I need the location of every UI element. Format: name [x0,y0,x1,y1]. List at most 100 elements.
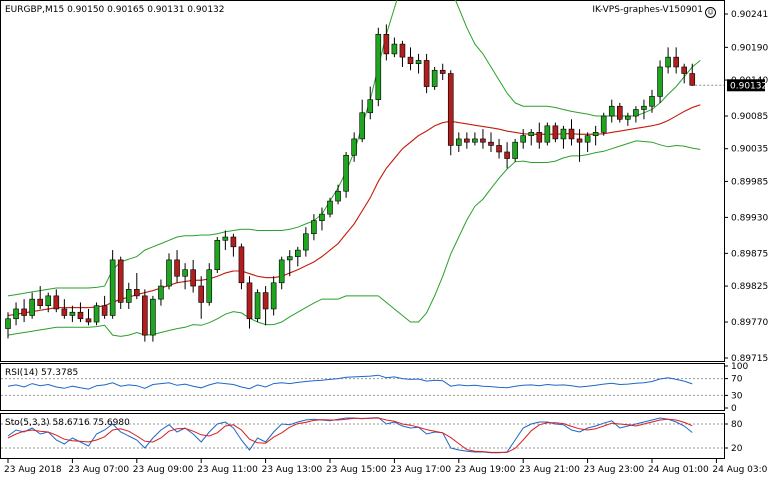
candle [657,60,663,103]
candle [246,276,253,329]
candle-body [61,308,68,316]
candle [431,66,438,90]
chart-header-left: EURGBP,M15 0.90150 0.90165 0.90131 0.901… [5,5,225,15]
candle-body [665,56,671,68]
candle [520,129,527,149]
candle [303,227,309,257]
candle-body [262,292,269,310]
candle [608,99,615,123]
candle [399,40,406,67]
candle [681,63,688,84]
rsi-tick-label: 70 [731,375,743,385]
candle-body [294,249,301,257]
candle [689,63,696,86]
price-tick-label: 0.89930 [731,213,768,223]
sto-panel-frame [0,413,725,459]
candle-body [552,125,559,140]
candle [343,151,349,198]
sto-label: Sto(5,3,3) 58.6716 75.6980 [5,418,130,428]
candle-body [544,125,551,143]
candle-body [383,33,390,55]
candle [464,132,470,149]
candle-body [77,311,84,320]
time-tick-label: 23 Aug 23:00 [584,465,645,475]
candle-body [391,43,398,55]
candle-body [431,69,438,87]
candle-body [21,308,27,316]
candle [230,233,237,257]
candle [182,263,188,290]
candle-body [278,259,285,284]
candle-body [576,138,583,143]
main-panel-frame [0,0,725,362]
symbol-label: EURGBP,M15 [5,5,65,15]
sto-signal-line [7,417,693,453]
candle-body [616,105,623,120]
candle [528,129,535,146]
rsi-panel: 100 70 30 0 [1,362,748,414]
candle [45,292,52,313]
candle [359,99,366,143]
candle [391,37,398,58]
candle-body [351,138,357,156]
time-axis: 23 Aug 2018 23 Aug 07:00 23 Aug 09:00 23 Au… [4,459,768,475]
candle-body [536,132,543,143]
candle [641,99,647,120]
candle-body [600,115,607,133]
candle [142,289,148,342]
chart-header-right: IK-VPS-graphes-V150901 ☺ [592,5,716,18]
time-tick-label: 23 Aug 2018 [4,465,62,475]
candle [673,47,679,74]
candle [13,302,19,326]
time-tick-label: 23 Aug 11:00 [197,465,258,475]
candle [93,302,100,326]
candle [600,112,607,136]
rsi-tick-label: 100 [731,362,748,372]
candle [504,142,510,169]
candle [584,132,591,152]
candle [327,197,333,218]
candle-body [528,132,535,136]
candle-body [560,128,567,140]
candle [278,256,285,290]
candle-body [689,73,696,86]
candle-body [472,138,478,143]
candle-body [520,135,527,143]
candle [319,207,325,231]
candle-body [303,233,309,251]
time-tick-label: 23 Aug 17:00 [390,465,451,475]
time-tick-label: 24 Aug 01:00 [648,465,709,475]
candle [270,276,277,316]
candle [512,138,518,162]
candle [190,259,196,293]
candle [447,70,454,156]
rsi-line [7,374,693,390]
candle-body [182,269,188,277]
candle-body [311,220,317,235]
candle-body [158,285,164,300]
price-tick-label: 0.89825 [731,282,768,292]
candle [560,125,567,149]
candle [262,286,269,326]
candle-body [641,105,647,110]
candle-body [592,132,599,136]
sto-main-line [7,417,693,454]
candle [61,299,68,319]
price-tick-label: 0.89770 [731,318,768,328]
candle-body [657,66,663,97]
price-tick-label: 0.90035 [731,145,768,155]
candle-body [222,236,229,241]
candle-body [464,138,470,143]
candle-body [117,259,124,303]
candle [351,132,357,162]
candle-body [190,269,196,287]
candle [125,282,132,309]
candle [472,132,478,146]
price-axis: 0.902410.901900.901400.900850.900350.899… [724,10,768,364]
candle-body [399,43,406,58]
candle [633,106,639,123]
candle [649,89,655,113]
candle [77,302,84,323]
